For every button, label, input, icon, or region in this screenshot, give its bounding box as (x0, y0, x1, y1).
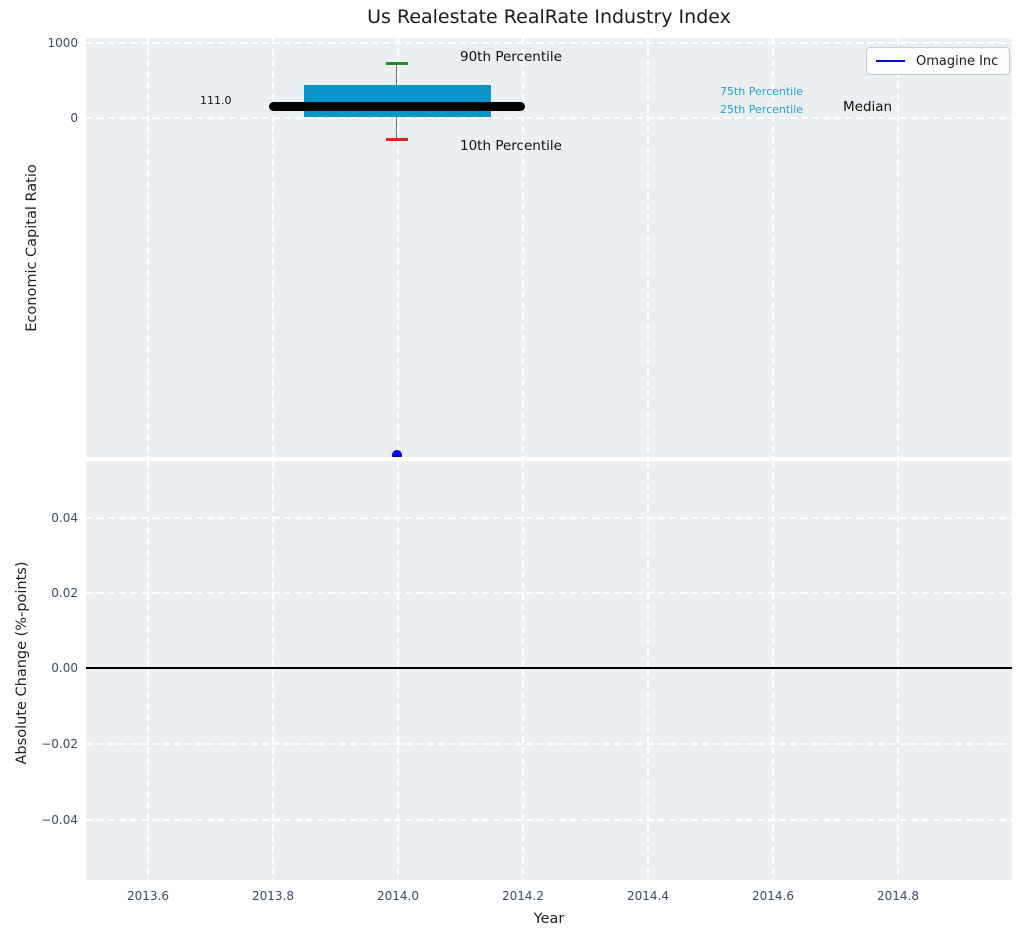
legend: Omagine Inc (866, 47, 1010, 75)
y-tick-label: 1000 (47, 36, 78, 50)
gridline-vertical (897, 461, 899, 880)
boxplot-iqr-box (304, 85, 491, 117)
x-tick-label: 2013.6 (127, 889, 169, 903)
y-tick-label: 0.04 (51, 511, 78, 525)
p25-label: 25th Percentile (720, 103, 804, 116)
gridline-vertical (772, 461, 774, 880)
top-y-axis-label: Economic Capital Ratio (24, 164, 40, 332)
y-tick-label: −0.02 (41, 737, 78, 751)
gridline-vertical (147, 461, 149, 880)
y-tick-label: 0.00 (51, 661, 78, 675)
y-tick-label: −0.04 (41, 813, 78, 827)
gridline-vertical (647, 38, 649, 457)
omagine-data-point (392, 450, 402, 457)
gridline-vertical (272, 38, 274, 457)
gridline-vertical (647, 461, 649, 880)
legend-label: Omagine Inc (916, 53, 999, 69)
bottom-axes (86, 461, 1012, 880)
gridline-vertical (397, 461, 399, 880)
gridline-horizontal (86, 743, 1012, 745)
gridline-horizontal (86, 517, 1012, 519)
gridline-vertical (522, 461, 524, 880)
median-label: Median (843, 99, 893, 115)
x-tick-label: 2014.4 (627, 889, 669, 903)
y-tick-label: 0 (70, 111, 78, 125)
x-tick-label: 2014.0 (377, 889, 419, 903)
top-axes: 111.0 90th Percentile 10th Percentile 75… (86, 38, 1012, 457)
gridline-vertical (897, 38, 899, 457)
x-tick-label: 2014.6 (752, 889, 794, 903)
y-tick-label: 0.02 (51, 586, 78, 600)
legend-line-swatch (876, 59, 905, 63)
gridline-vertical (397, 38, 399, 457)
gridline-vertical (147, 38, 149, 457)
gridline-vertical (272, 461, 274, 880)
p75-label: 75th Percentile (720, 85, 804, 98)
x-axis-label: Year (533, 911, 565, 927)
chart-title: Us Realestate RealRate Industry Index (367, 6, 731, 28)
x-tick-label: 2014.2 (502, 889, 544, 903)
boxplot-10th-cap (386, 138, 408, 141)
gridline-horizontal (86, 819, 1012, 821)
x-tick-label: 2014.8 (877, 889, 919, 903)
boxplot-90th-cap (386, 62, 408, 65)
median-value-label: 111.0 (200, 94, 232, 107)
p90-label: 90th Percentile (460, 49, 562, 65)
gridline-vertical (772, 38, 774, 457)
zero-reference-line (86, 667, 1012, 669)
gridline-horizontal (86, 117, 1012, 119)
p10-label: 10th Percentile (460, 138, 562, 154)
boxplot-median-line (269, 102, 525, 111)
gridline-horizontal (86, 42, 1012, 44)
x-tick-label: 2013.8 (252, 889, 294, 903)
gridline-vertical (522, 38, 524, 457)
gridline-horizontal (86, 592, 1012, 594)
